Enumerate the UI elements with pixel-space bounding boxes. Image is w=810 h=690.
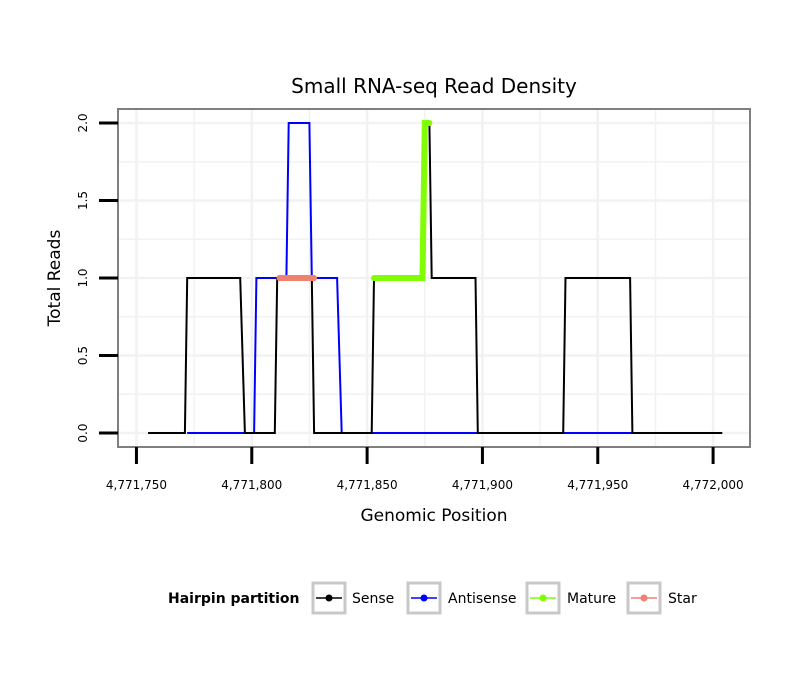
legend-marker-mature — [539, 594, 547, 602]
y-axis-title: Total Reads — [45, 230, 65, 328]
x-tick-label: 4,772,000 — [683, 478, 744, 492]
series-line-mature — [371, 120, 433, 281]
x-tick-label: 4,771,750 — [106, 478, 167, 492]
x-axis-title: Genomic Position — [360, 506, 507, 526]
series-lines — [148, 120, 723, 434]
legend-label-mature: Mature — [567, 591, 616, 607]
y-tick-label: 1.5 — [76, 191, 90, 210]
axes: 4,771,750 4,771,800 4,771,850 4,771,900 4,77… — [76, 113, 744, 492]
legend-item-antisense: Antisense — [406, 581, 517, 615]
chart-title: Small RNA-seq Read Density — [291, 74, 577, 98]
legend-item-star: Star — [626, 581, 697, 615]
legend-label-star: Star — [668, 591, 697, 607]
legend-item-sense: Sense — [311, 581, 394, 615]
legend-title: Hairpin partition — [168, 591, 299, 607]
x-tick-label: 4,771,800 — [221, 478, 282, 492]
x-tick-label: 4,771,900 — [452, 478, 513, 492]
y-tick-label: 1.0 — [76, 268, 90, 287]
legend-marker-star — [640, 594, 648, 602]
x-tick-label: 4,771,850 — [337, 478, 398, 492]
legend-item-mature: Mature — [525, 581, 616, 615]
legend-marker-antisense — [420, 594, 428, 602]
legend-label-sense: Sense — [352, 591, 394, 607]
y-tick-label: 0.0 — [76, 423, 90, 442]
y-tick-label: 0.5 — [76, 346, 90, 365]
x-tick-label: 4,771,950 — [567, 478, 628, 492]
series-line-antisense — [187, 122, 633, 434]
legend-marker-sense — [325, 594, 333, 602]
legend: Hairpin partition Sense Antisense Mature… — [168, 581, 697, 615]
y-tick-label: 2.0 — [76, 113, 90, 132]
legend-label-antisense: Antisense — [448, 591, 517, 607]
